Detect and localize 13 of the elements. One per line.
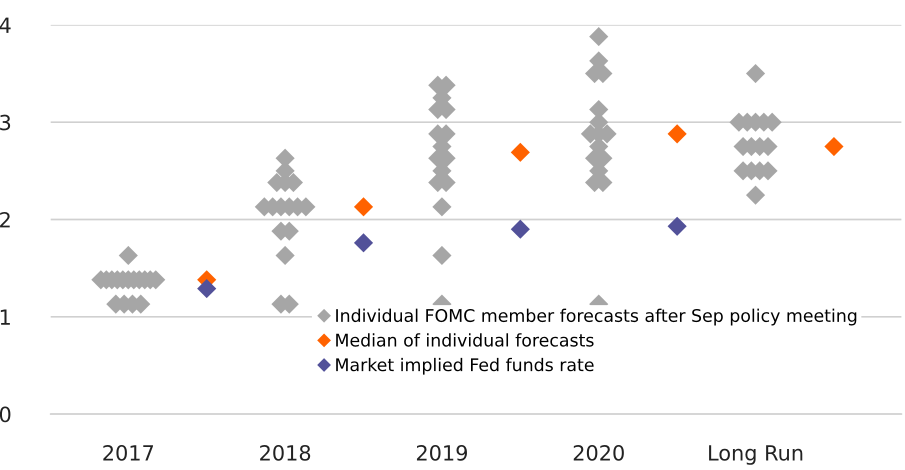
x-tick-label: 2019 bbox=[416, 444, 467, 461]
x-tick-label: Long Run bbox=[709, 445, 802, 465]
x-tick-label: 2020 bbox=[574, 444, 624, 461]
y-tick-label: 1 bbox=[0, 310, 10, 325]
legend-label: Median of individual forecasts bbox=[336, 333, 594, 347]
y-tick-label: 2 bbox=[0, 212, 10, 228]
x-tick-label: 2017 bbox=[103, 444, 154, 461]
legend-label: Market implied Fed funds rate bbox=[336, 358, 594, 375]
legend-label: Individual FOMC member forecasts after Sep policy meeting bbox=[336, 308, 856, 326]
y-tick-label: 3 bbox=[0, 114, 10, 130]
x-tick-label: 2018 bbox=[260, 444, 310, 461]
y-tick-label: 0 bbox=[0, 406, 10, 422]
y-tick-label: 4 bbox=[0, 18, 11, 33]
